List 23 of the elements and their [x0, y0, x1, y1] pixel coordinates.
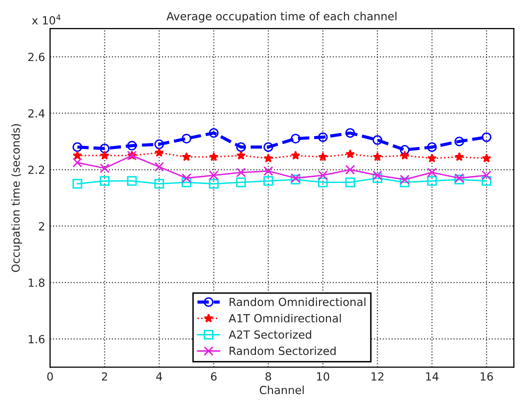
legend-label: Random Omnidirectional — [230, 298, 366, 306]
legend-label: Random Sectorized — [230, 346, 336, 356]
text: x 10$^{4}$ — [32, 14, 60, 25]
x-tick-label: 0 — [47, 372, 53, 381]
x-tick-label: 4 — [156, 372, 162, 381]
y-tick-label: 2.2 — [28, 166, 44, 174]
x-tick-label: 12 — [372, 372, 384, 381]
legend-label: A1T Omnidirectional — [228, 314, 341, 322]
chart-title: Average occupation time of each channel — [166, 12, 396, 23]
x-tick-label: 6 — [210, 372, 217, 381]
x-tick-label: 10 — [317, 372, 330, 381]
y-tick-label: 1.8 — [28, 278, 44, 287]
x-tick-label: 2 — [102, 372, 108, 381]
y-tick-label: 2.6 — [28, 52, 45, 62]
x-tick-label: 8 — [266, 372, 272, 381]
y-tick-label: 1.6 — [28, 334, 45, 344]
x-tick-label: 14 — [426, 372, 438, 381]
legend-label: A2T Sectorized — [228, 330, 312, 339]
x-tick-label: 16 — [480, 372, 493, 381]
y-tick-label: 2.4 — [28, 109, 45, 118]
y-tick-label: 2 — [38, 222, 44, 230]
y-axis-title: Occupation time (seconds) — [11, 124, 22, 272]
x-axis-title: Channel — [260, 386, 304, 394]
